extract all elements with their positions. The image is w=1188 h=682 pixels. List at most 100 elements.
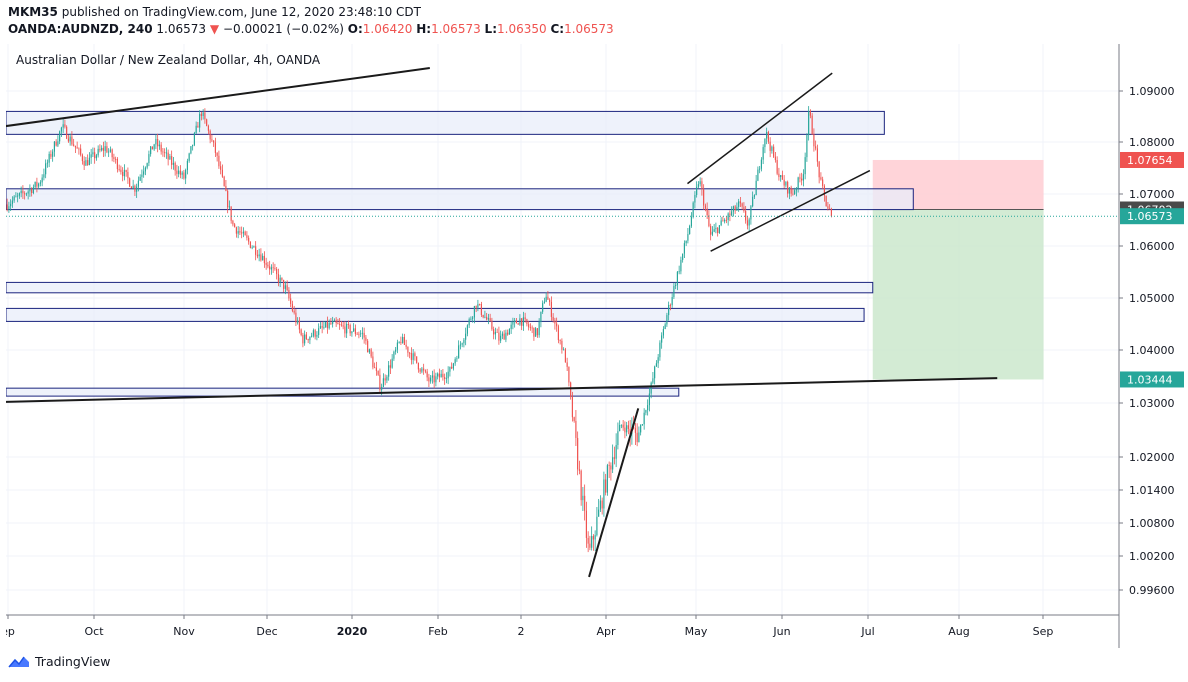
candle-body-279 — [494, 331, 496, 335]
candle-body-387 — [683, 243, 685, 254]
candle-body-96 — [174, 162, 176, 171]
candle-body-295 — [522, 317, 524, 326]
last-price-price-tag — [1120, 208, 1184, 225]
candle-body-454 — [801, 178, 803, 181]
candle-body-296 — [524, 317, 526, 320]
y-tick-label-2: 1.07000 — [1129, 188, 1175, 201]
price-chart[interactable]: Australian Dollar / New Zealand Dollar, … — [1, 44, 1184, 648]
candle-body-218 — [388, 365, 390, 377]
candle-body-353 — [624, 427, 626, 433]
candle-body-12 — [27, 191, 29, 194]
candle-body-64 — [118, 169, 120, 170]
candle-body-251 — [445, 378, 447, 380]
candle-body-231 — [410, 352, 412, 360]
candle-body-361 — [638, 432, 640, 443]
candle-body-88 — [160, 144, 162, 152]
candle-body-422 — [745, 211, 747, 221]
candle-body-441 — [778, 173, 780, 178]
candle-body-53 — [99, 148, 101, 151]
candle-body-50 — [94, 152, 96, 159]
candle-body-270 — [479, 304, 481, 305]
candle-body-394 — [696, 186, 698, 195]
candle-body-82 — [150, 146, 152, 155]
symbol-label: OANDA:AUDNZD, 240 — [8, 22, 153, 36]
candle-body-246 — [437, 373, 439, 377]
candle-body-287 — [508, 328, 510, 335]
candle-body-177 — [316, 334, 318, 337]
candle-body-14 — [31, 188, 33, 193]
candle-body-160 — [286, 285, 288, 291]
candle-body-341 — [603, 479, 605, 509]
candle-body-340 — [601, 500, 603, 509]
candle-body-470 — [829, 208, 831, 210]
candle-body-260 — [461, 343, 463, 345]
candle-body-243 — [431, 375, 433, 378]
candle-body-176 — [314, 330, 316, 337]
candle-body-11 — [25, 193, 27, 195]
candle-body-27 — [53, 141, 55, 152]
candle-body-286 — [507, 332, 509, 335]
candle-body-272 — [482, 314, 484, 318]
candle-body-31 — [60, 127, 62, 132]
candle-body-71 — [130, 186, 132, 189]
candle-body-219 — [389, 365, 391, 368]
candle-body-421 — [743, 206, 745, 212]
candle-body-154 — [276, 269, 278, 275]
x-tick-label-0: ep — [6, 625, 15, 638]
candle-body-41 — [78, 148, 80, 150]
candle-body-196 — [349, 324, 351, 334]
candle-body-197 — [351, 331, 353, 334]
candle-body-112 — [202, 112, 204, 116]
candle-body-324 — [573, 417, 575, 421]
candle-body-228 — [405, 344, 407, 347]
candle-body-402 — [710, 226, 712, 235]
candle-body-322 — [570, 382, 572, 397]
candle-body-211 — [375, 367, 377, 371]
candle-body-111 — [200, 113, 202, 116]
candle-body-308 — [545, 296, 547, 302]
candle-body-184 — [328, 322, 330, 329]
stop-loss-price-label: 1.07654 — [1127, 154, 1173, 167]
candle-body-126 — [227, 190, 229, 208]
candle-body-247 — [438, 373, 440, 378]
chart-title: Australian Dollar / New Zealand Dollar, … — [16, 53, 321, 67]
candle-body-199 — [354, 328, 356, 334]
lower-support-trendline — [1, 377, 998, 403]
candle-body-317 — [561, 340, 563, 350]
candle-body-191 — [340, 324, 342, 326]
candle-body-120 — [216, 152, 218, 156]
candle-body-458 — [808, 111, 810, 136]
candle-body-92 — [167, 152, 169, 160]
candle-body-320 — [566, 362, 568, 367]
candle-body-109 — [197, 125, 199, 128]
candle-body-379 — [669, 304, 671, 306]
candle-body-91 — [165, 152, 167, 154]
candle-body-75 — [137, 180, 139, 187]
candle-body-157 — [281, 277, 283, 280]
candle-body-58 — [108, 151, 110, 153]
candle-body-238 — [423, 368, 425, 371]
x-tick-label-8: May — [685, 625, 708, 638]
candle-body-343 — [606, 465, 608, 493]
candle-body-213 — [379, 374, 381, 390]
candle-body-19 — [39, 182, 41, 184]
candle-body-386 — [682, 253, 684, 260]
chart-container[interactable]: Australian Dollar / New Zealand Dollar, … — [1, 44, 1184, 652]
candle-body-161 — [288, 290, 290, 299]
y-tick-label-9: 1.00800 — [1129, 517, 1175, 530]
candle-body-30 — [59, 131, 61, 142]
tradingview-brand: TradingView — [35, 654, 111, 669]
candle-body-307 — [543, 301, 545, 304]
candle-body-373 — [659, 342, 661, 358]
candle-body-7 — [18, 193, 20, 196]
candle-body-344 — [608, 465, 610, 467]
candle-body-29 — [57, 141, 59, 146]
candle-body-404 — [713, 229, 715, 232]
support-zone-1 — [5, 281, 874, 294]
open-label: O: — [347, 22, 363, 36]
candle-body-342 — [605, 479, 607, 493]
close-value: 1.06573 — [564, 22, 614, 36]
candle-body-202 — [360, 333, 362, 335]
candle-body-250 — [444, 377, 446, 379]
candle-body-2 — [10, 203, 12, 207]
